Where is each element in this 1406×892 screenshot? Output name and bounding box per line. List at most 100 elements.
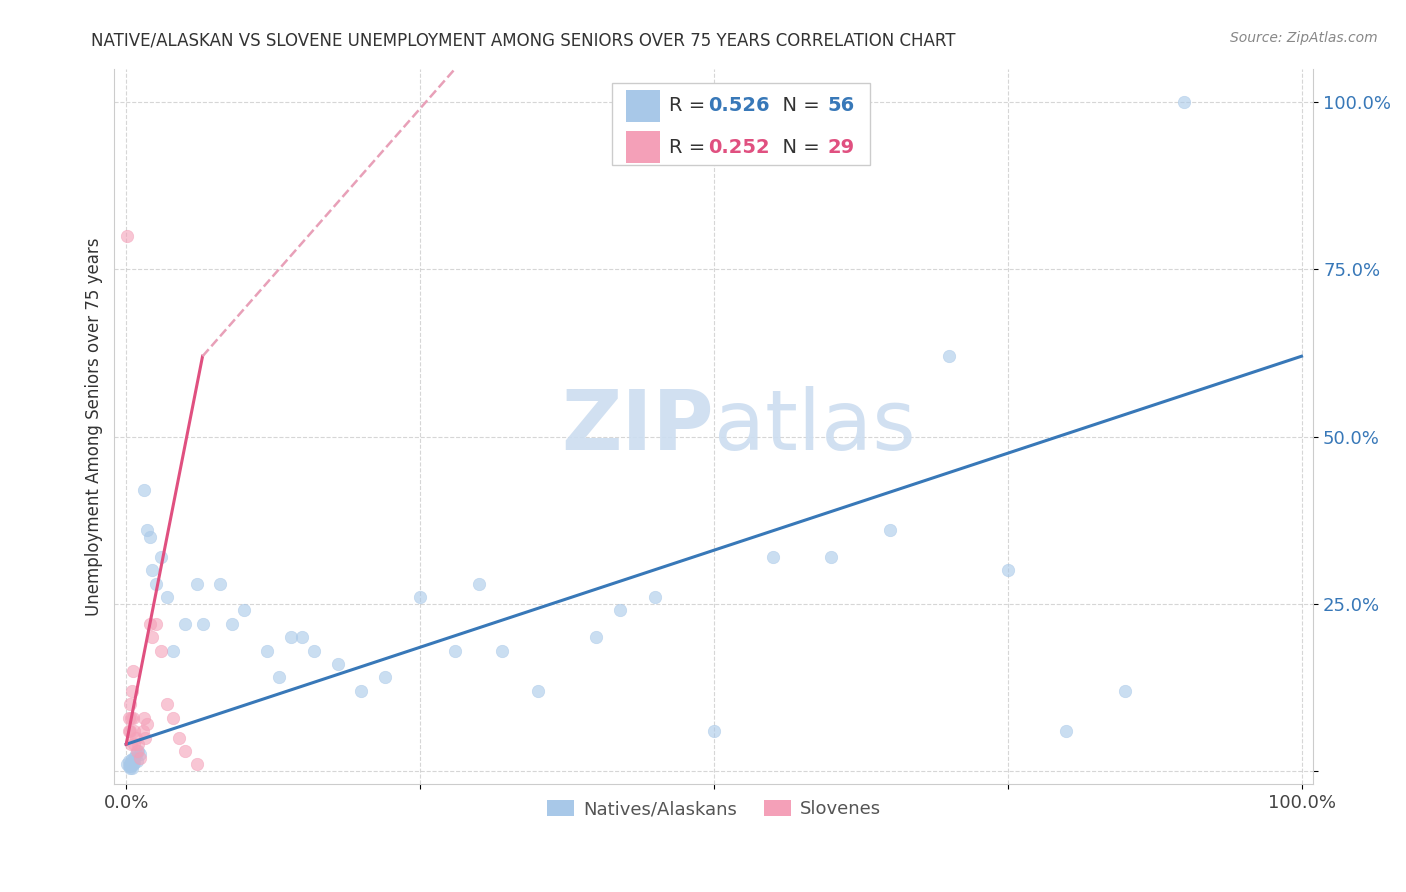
Point: [124, 747, 146, 762]
Point: [138, 616, 160, 631]
Point: [141, 630, 163, 644]
Point: [174, 616, 197, 631]
Point: [156, 697, 179, 711]
Point: [131, 723, 153, 738]
Point: [409, 590, 432, 604]
Text: 0.252: 0.252: [707, 137, 769, 157]
Point: [120, 737, 142, 751]
Text: R =: R =: [669, 96, 711, 115]
Point: [703, 723, 725, 738]
Point: [209, 576, 232, 591]
Point: [124, 750, 146, 764]
Text: ZIP: ZIP: [561, 386, 714, 467]
Point: [302, 643, 325, 657]
Point: [526, 683, 548, 698]
Point: [120, 756, 142, 770]
Point: [141, 563, 163, 577]
Point: [117, 758, 139, 772]
Point: [167, 731, 190, 745]
Point: [136, 523, 159, 537]
Point: [122, 754, 145, 768]
Point: [134, 731, 156, 745]
Text: 56: 56: [828, 96, 855, 115]
Point: [132, 710, 155, 724]
Point: [1173, 95, 1195, 109]
Point: [444, 643, 467, 657]
Point: [145, 616, 167, 631]
Point: [186, 576, 208, 591]
Text: 0.526: 0.526: [707, 96, 769, 115]
Point: [118, 757, 141, 772]
Point: [186, 757, 208, 772]
Point: [468, 576, 491, 591]
Y-axis label: Unemployment Among Seniors over 75 years: Unemployment Among Seniors over 75 years: [86, 237, 103, 615]
Point: [124, 731, 146, 745]
Text: R =: R =: [669, 137, 711, 157]
FancyBboxPatch shape: [626, 131, 659, 163]
Point: [117, 754, 139, 768]
Point: [117, 710, 139, 724]
Text: atlas: atlas: [714, 386, 915, 467]
Point: [127, 737, 149, 751]
Point: [127, 744, 149, 758]
Point: [191, 616, 214, 631]
Point: [124, 723, 146, 738]
Point: [122, 757, 145, 772]
Text: 29: 29: [828, 137, 855, 157]
Point: [162, 643, 184, 657]
Point: [120, 710, 142, 724]
Text: Source: ZipAtlas.com: Source: ZipAtlas.com: [1230, 31, 1378, 45]
Point: [174, 744, 197, 758]
Point: [326, 657, 349, 671]
Point: [129, 747, 152, 762]
Text: N =: N =: [770, 96, 827, 115]
Point: [644, 590, 666, 604]
Point: [124, 756, 146, 770]
Point: [1056, 723, 1078, 738]
Legend: Natives/Alaskans, Slovenes: Natives/Alaskans, Slovenes: [540, 793, 889, 825]
Text: N =: N =: [770, 137, 827, 157]
FancyBboxPatch shape: [612, 83, 870, 165]
Point: [138, 530, 160, 544]
Point: [609, 603, 631, 617]
Point: [280, 630, 302, 644]
Point: [267, 670, 290, 684]
Point: [125, 754, 148, 768]
Point: [124, 737, 146, 751]
Point: [122, 664, 145, 678]
FancyBboxPatch shape: [626, 90, 659, 122]
Point: [938, 349, 960, 363]
Point: [145, 576, 167, 591]
Point: [1114, 683, 1136, 698]
Point: [820, 549, 842, 564]
Point: [121, 761, 143, 775]
Point: [120, 758, 142, 772]
Point: [491, 643, 513, 657]
Point: [585, 630, 607, 644]
Point: [150, 643, 173, 657]
Point: [117, 757, 139, 772]
Point: [374, 670, 396, 684]
Point: [762, 549, 785, 564]
Point: [129, 750, 152, 764]
Point: [162, 710, 184, 724]
Point: [121, 683, 143, 698]
Point: [350, 683, 373, 698]
Point: [256, 643, 278, 657]
Point: [132, 483, 155, 497]
Point: [221, 616, 243, 631]
Point: [122, 710, 145, 724]
Point: [117, 228, 139, 243]
Point: [879, 523, 901, 537]
Point: [291, 630, 314, 644]
Point: [121, 752, 143, 766]
Point: [150, 549, 173, 564]
Point: [118, 697, 141, 711]
Point: [118, 723, 141, 738]
Point: [125, 744, 148, 758]
Point: [118, 761, 141, 775]
Point: [136, 717, 159, 731]
Point: [117, 723, 139, 738]
Point: [997, 563, 1019, 577]
Point: [156, 590, 179, 604]
